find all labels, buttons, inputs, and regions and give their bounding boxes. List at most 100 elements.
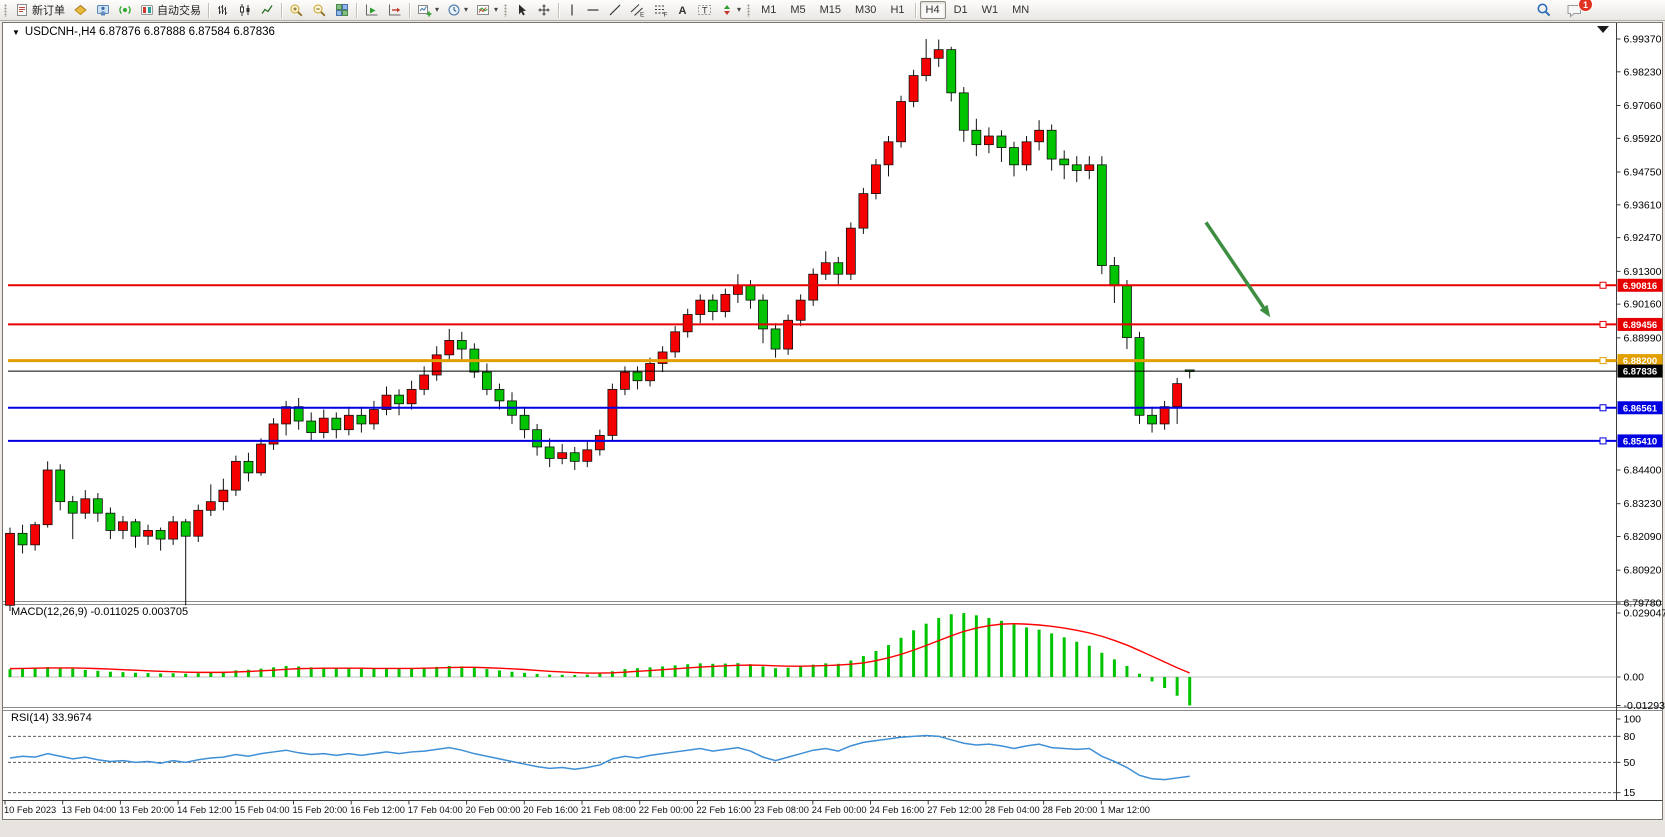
svg-text:1 Mar 12:00: 1 Mar 12:00	[1100, 805, 1150, 815]
arrows-tool-dropdown[interactable]: ▾	[716, 0, 745, 20]
line-chart-button[interactable]	[256, 0, 278, 20]
chart-title-text: USDCNH-,H4 6.87876 6.87888 6.87584 6.878…	[24, 26, 275, 38]
timeframe-M30[interactable]: M30	[855, 4, 877, 16]
zoom-in-button[interactable]	[285, 0, 308, 20]
profiles-icon	[477, 5, 490, 15]
svg-text:16 Feb 12:00: 16 Feb 12:00	[350, 805, 405, 815]
line-handle[interactable]	[1599, 357, 1607, 365]
svg-text:15 Feb 20:00: 15 Feb 20:00	[293, 805, 348, 815]
metaeditor-icon	[74, 4, 87, 16]
svg-text:20 Feb 16:00: 20 Feb 16:00	[523, 805, 578, 815]
svg-text:6.97060: 6.97060	[1624, 100, 1662, 112]
zoom-out-button[interactable]	[308, 0, 331, 20]
toolbar-right-group: 1	[1532, 0, 1593, 20]
timeframe-H1[interactable]: H1	[890, 4, 905, 16]
svg-text:6.87836: 6.87836	[1623, 367, 1657, 378]
svg-text:6.95920: 6.95920	[1624, 133, 1662, 145]
svg-text:6.92470: 6.92470	[1624, 232, 1662, 244]
new-order-label: 新订单	[32, 5, 65, 17]
new-order-button[interactable]: 新订单	[11, 0, 69, 20]
svg-text:6.99370: 6.99370	[1624, 34, 1662, 46]
signals-button[interactable]	[114, 0, 136, 20]
tile-windows-icon	[336, 4, 348, 16]
svg-text:6.88200: 6.88200	[1623, 356, 1657, 367]
svg-text:100: 100	[1624, 714, 1642, 726]
fibonacci-tool[interactable]: F	[649, 0, 672, 20]
price-badge	[1617, 434, 1663, 448]
svg-text:6.84400: 6.84400	[1624, 464, 1662, 476]
text-icon: A	[679, 5, 687, 17]
timeframe-H4[interactable]: H4	[919, 1, 946, 19]
timeframe-D1[interactable]: D1	[953, 4, 968, 16]
trend-arrow-annotation[interactable]	[1204, 221, 1271, 318]
search-button[interactable]	[1532, 0, 1556, 20]
separator	[356, 2, 357, 18]
auto-scroll-button[interactable]	[360, 0, 383, 20]
metaeditor-button[interactable]	[69, 0, 92, 20]
line-handle[interactable]	[1599, 281, 1607, 289]
text-label-icon: T	[698, 5, 712, 16]
line-handle[interactable]	[1599, 437, 1607, 445]
chart-shift-icon	[389, 4, 401, 16]
autotrading-icon	[141, 5, 153, 15]
svg-text:14 Feb 12:00: 14 Feb 12:00	[177, 805, 232, 815]
svg-text:20 Feb 00:00: 20 Feb 00:00	[466, 805, 521, 815]
fibonacci-icon: F	[655, 5, 668, 17]
line-handle[interactable]	[1599, 320, 1607, 328]
svg-text:17 Feb 04:00: 17 Feb 04:00	[408, 805, 463, 815]
chart-title-bar: ▼ USDCNH-,H4 6.87876 6.87888 6.87584 6.8…	[12, 26, 275, 38]
text-tool[interactable]: A	[672, 0, 693, 20]
clock-icon	[448, 4, 460, 16]
timeframe-M1[interactable]: M1	[761, 4, 777, 16]
horizontal-line-tool[interactable]	[582, 0, 604, 20]
toolbar-grip[interactable]	[747, 3, 751, 17]
chart-shift-marker[interactable]	[1597, 26, 1609, 33]
candlestick-chart-button[interactable]	[234, 0, 256, 20]
toolbar-grip[interactable]	[504, 3, 508, 17]
notifications-button[interactable]: 1	[1562, 0, 1593, 20]
svg-text:13 Feb 20:00: 13 Feb 20:00	[119, 805, 174, 815]
svg-text:23 Feb 08:00: 23 Feb 08:00	[754, 805, 809, 815]
toolbar-grip[interactable]	[4, 3, 7, 17]
cursor-tool-button[interactable]	[511, 0, 533, 20]
profiles-dropdown[interactable]: ▾	[472, 0, 502, 20]
svg-text:6.83230: 6.83230	[1624, 498, 1662, 510]
trendline-tool[interactable]	[604, 0, 626, 20]
svg-text:6.98230: 6.98230	[1624, 66, 1662, 78]
bar-chart-button[interactable]	[212, 0, 234, 20]
line-chart-icon	[261, 5, 273, 14]
timeframe-toolbar: M1 M5 M15 M30 H1 H4 D1 W1 MN	[754, 1, 1036, 19]
virtual-hosting-button[interactable]	[92, 0, 114, 20]
chart-shift-button[interactable]	[383, 0, 406, 20]
timeframe-MN[interactable]: MN	[1012, 4, 1030, 16]
timeframe-M15[interactable]: M15	[819, 4, 842, 16]
window-bottom-strip	[0, 821, 1665, 837]
price-scale: 6.99370 6.98230 6.97060 6.95920 6.94750 6.936…	[1616, 23, 1662, 801]
line-handle[interactable]	[1599, 404, 1607, 412]
tile-windows-button[interactable]	[331, 0, 353, 20]
autotrading-button[interactable]: 自动交易	[136, 0, 205, 20]
vertical-line-tool[interactable]	[562, 0, 582, 20]
svg-text:6.85410: 6.85410	[1623, 436, 1657, 447]
timeframe-M5[interactable]: M5	[790, 4, 806, 16]
candlestick-chart-icon	[240, 4, 250, 16]
bar-chart-icon	[218, 5, 227, 15]
objects-dropdown-icon[interactable]: ▼	[12, 27, 20, 37]
text-label-tool[interactable]: T	[693, 0, 716, 20]
macd-indicator-label: MACD(12,26,9) -0.011025 0.003705	[11, 606, 189, 618]
svg-text:6.82090: 6.82090	[1624, 531, 1662, 543]
svg-text:28 Feb 04:00: 28 Feb 04:00	[985, 805, 1040, 815]
svg-text:50: 50	[1624, 757, 1636, 769]
separator	[558, 2, 560, 18]
new-chart-dropdown[interactable]: ▾	[413, 0, 443, 20]
svg-text:6.89456: 6.89456	[1623, 320, 1657, 331]
timeframe-W1[interactable]: W1	[981, 4, 999, 16]
periods-dropdown[interactable]: ▾	[443, 0, 472, 20]
time-scale: 10 Feb 2023 13 Feb 04:00 13 Feb 20:00 14 Fe…	[2, 800, 1663, 815]
crosshair-tool-button[interactable]	[533, 0, 555, 20]
auto-scroll-icon	[366, 4, 378, 16]
autotrading-label: 自动交易	[157, 5, 201, 17]
svg-text:24 Feb 00:00: 24 Feb 00:00	[812, 805, 867, 815]
equidistant-channel-tool[interactable]: E	[626, 0, 649, 20]
